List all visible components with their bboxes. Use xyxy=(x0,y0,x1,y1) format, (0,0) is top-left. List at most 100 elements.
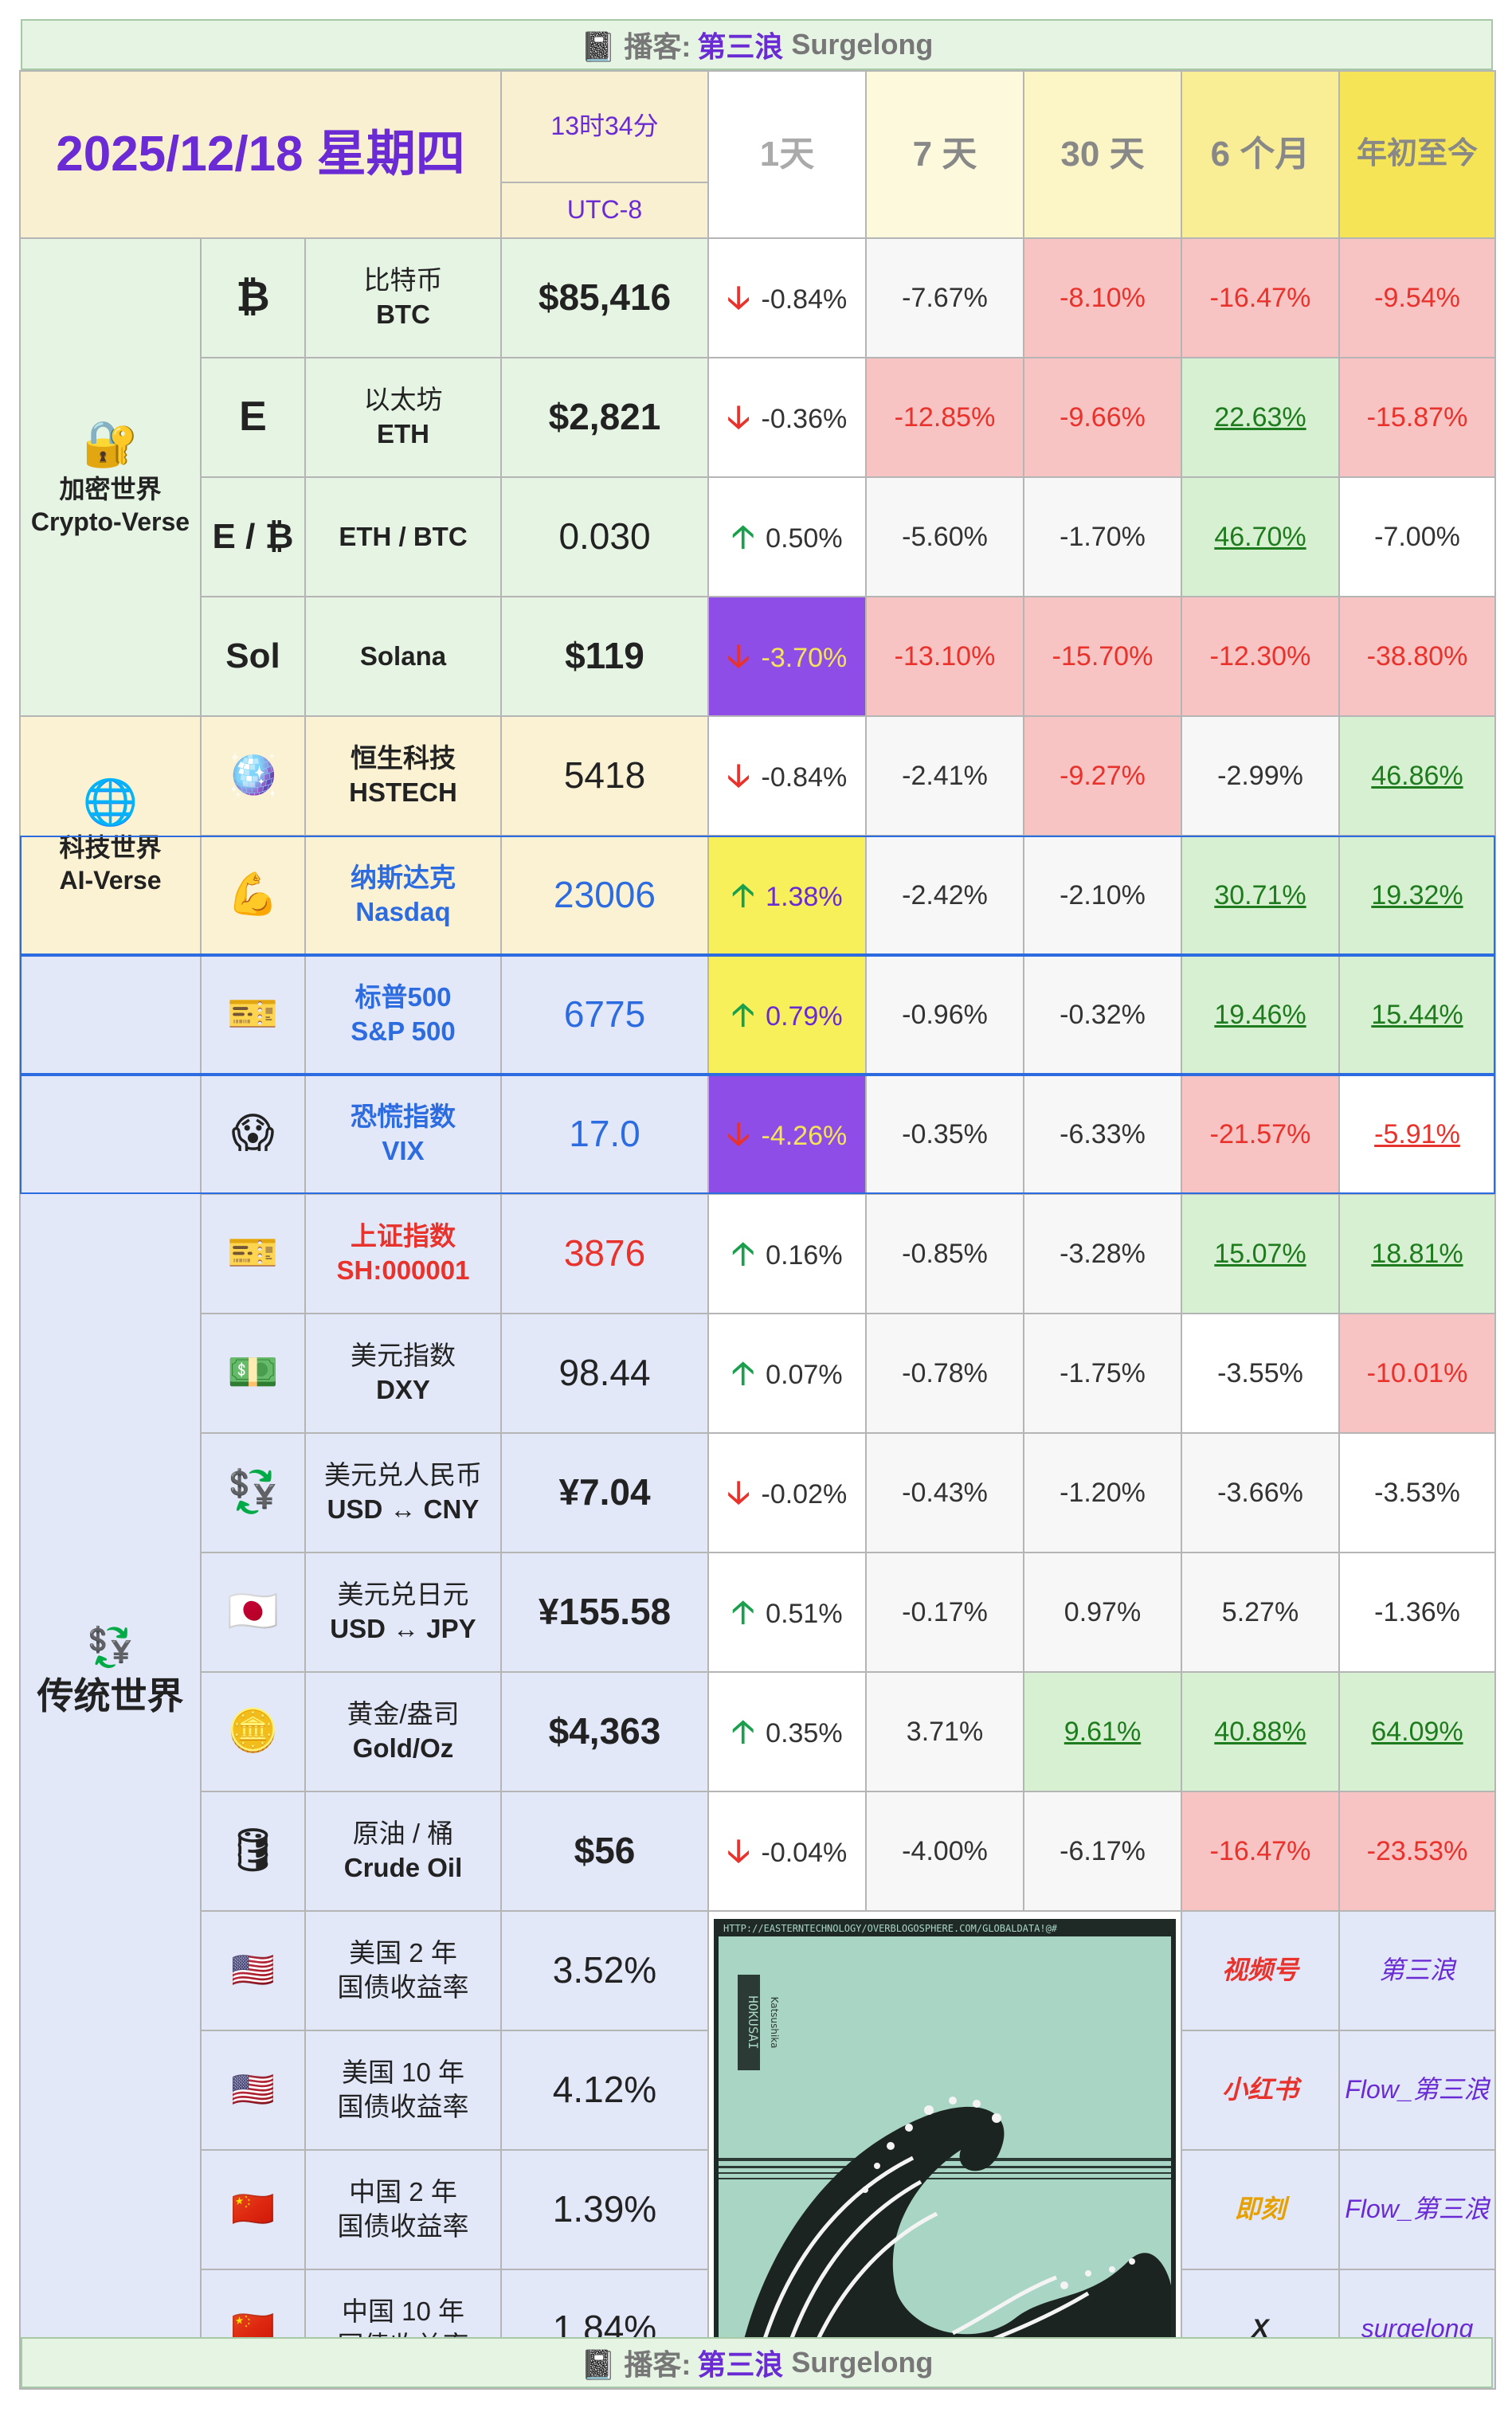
change-value: 18.81% xyxy=(1371,1238,1463,1269)
change-value: 0.07% xyxy=(766,1360,843,1390)
change-value: -0.84% xyxy=(761,762,848,793)
arrow-down-icon: 🡣 xyxy=(727,758,750,793)
header-row: 2025/12/18 星期四 13时34分 1天 7 天 30 天 6 个月 年… xyxy=(19,70,1496,239)
change-6m: 30.71% xyxy=(1181,835,1340,956)
change-30d: -15.70% xyxy=(1023,596,1182,717)
category-crypto-en: Crypto-Verse xyxy=(30,507,190,537)
table-row: 🛢 原油 / 桶 Crude Oil $56 🡣 -0.04% -4.00% -6.… xyxy=(20,1791,1496,1912)
change-6m: -16.47% xyxy=(1181,237,1340,358)
change-ytd: -10.01% xyxy=(1338,1313,1496,1434)
change-value: 0.50% xyxy=(766,523,843,554)
change-30d: -6.33% xyxy=(1023,1074,1182,1195)
change-value: 46.86% xyxy=(1371,760,1463,791)
change-1d: 🡡 0.07% xyxy=(707,1313,867,1434)
period-30d: 30 天 xyxy=(1023,70,1182,239)
table-row: 😱 恐慌指数 VIX 17.0 🡣 -4.26% -0.35% -6.33% -21… xyxy=(20,1074,1496,1195)
table-row: 💱 美元兑人民币 USD ↔ CNY ¥7.04 🡣 -0.02% -0.43% -… xyxy=(20,1432,1496,1553)
bond-name: 中国 2 年国债收益率 xyxy=(304,2149,502,2270)
table-row: 💱 传统世界 🎫 标普500 S&P 500 6775 🡡 0.79% -0.96%… xyxy=(19,954,1496,2390)
asset-name: 美元兑日元 USD ↔ JPY xyxy=(304,1552,502,1673)
asset-name-en: Gold/Oz xyxy=(352,1733,454,1763)
asset-price: $56 xyxy=(500,1791,709,1912)
social-handle-shipinhao[interactable]: 第三浪 xyxy=(1338,1910,1496,2031)
change-1d: 🡡 0.51% xyxy=(707,1552,867,1673)
change-7d: -13.10% xyxy=(865,596,1024,717)
social-handle-jike[interactable]: Flow_第三浪 xyxy=(1338,2149,1496,2270)
period-1d: 1天 xyxy=(707,70,867,239)
change-ytd: -23.53% xyxy=(1338,1791,1496,1912)
asset-name-en: SH:000001 xyxy=(336,1255,470,1285)
asset-name: 恒生科技 HSTECH xyxy=(304,715,502,836)
change-7d: -0.35% xyxy=(865,1074,1024,1195)
change-6m: -3.55% xyxy=(1181,1313,1340,1434)
change-7d: -12.85% xyxy=(865,357,1024,478)
broadcaster-name-cn: 第三浪 xyxy=(697,2348,784,2381)
asset-price: 17.0 xyxy=(500,1074,709,1195)
top-broadcaster-bar: 📓 播客: 第三浪 Surgelong xyxy=(21,19,1493,70)
gold-bar-icon: 🪙 xyxy=(200,1671,306,1792)
change-6m: 5.27% xyxy=(1181,1552,1340,1673)
asset-name-cn: 原油 / 桶 xyxy=(352,1819,454,1849)
change-30d: 9.61% xyxy=(1023,1671,1182,1792)
bond-name: 美国 2 年国债收益率 xyxy=(304,1910,502,2031)
flexed-arm-icon: 💪 xyxy=(200,835,306,956)
asset-price: $85,416 xyxy=(500,237,709,358)
change-6m: 22.63% xyxy=(1181,357,1340,478)
broadcaster-name-en: Surgelong xyxy=(791,2346,934,2379)
social-handle-xiaohongshu[interactable]: Flow_第三浪 xyxy=(1338,2030,1496,2151)
change-value: 15.07% xyxy=(1214,1238,1306,1269)
asset-price: 5418 xyxy=(500,715,709,836)
change-7d: -0.43% xyxy=(865,1432,1024,1553)
change-30d: -3.28% xyxy=(1023,1193,1182,1314)
change-1d: 🡡 0.79% xyxy=(707,954,867,1075)
table-row: 🪙 黄金/盎司 Gold/Oz $4,363 🡡 0.35% 3.71% 9.61%… xyxy=(20,1671,1496,1792)
change-ytd: 15.44% xyxy=(1338,954,1496,1075)
change-value: 9.61% xyxy=(1063,1716,1142,1747)
broadcaster-prefix: 📓 播客: xyxy=(580,2348,691,2381)
change-7d: -0.78% xyxy=(865,1313,1024,1434)
category-crypto-cn: 加密世界 xyxy=(59,474,162,503)
category-crypto: 🔐 加密世界 Crypto-Verse xyxy=(19,237,202,717)
asset-price: 3876 xyxy=(500,1193,709,1314)
bond-yield: 4.12% xyxy=(500,2030,709,2151)
change-value: -0.84% xyxy=(761,284,848,315)
change-ytd: 46.86% xyxy=(1338,715,1496,836)
change-1d: 🡣 -3.70% xyxy=(707,596,867,717)
change-6m: 15.07% xyxy=(1181,1193,1340,1314)
asset-name-en: Nasdaq xyxy=(355,897,451,926)
change-value: 64.09% xyxy=(1371,1716,1463,1747)
asset-name: 以太坊 ETH xyxy=(304,357,502,478)
asset-name-en: VIX xyxy=(382,1136,425,1165)
change-6m: -3.66% xyxy=(1181,1432,1340,1553)
currency-exchange-icon: 💱 xyxy=(86,1626,135,1669)
change-value: -4.26% xyxy=(761,1121,848,1151)
asset-name-en: USD ↔ CNY xyxy=(327,1494,480,1524)
broadcaster-name-cn: 第三浪 xyxy=(697,30,784,63)
bond-name-line2: 国债收益率 xyxy=(337,2092,469,2121)
asset-name-cn: 以太坊 xyxy=(363,385,443,415)
change-30d: 0.97% xyxy=(1023,1552,1182,1673)
social-platform-jike: 即刻 xyxy=(1181,2149,1340,2270)
bitcoin-icon: ₿ xyxy=(200,237,306,358)
bond-name-line1: 美国 2 年 xyxy=(349,1938,457,1968)
bond-name: 美国 10 年国债收益率 xyxy=(304,2030,502,2151)
change-1d: 🡣 -0.36% xyxy=(707,357,867,478)
arrow-up-icon: 🡡 xyxy=(731,1356,755,1391)
scream-face-icon: 😱 xyxy=(200,1074,306,1195)
change-7d: -4.00% xyxy=(865,1791,1024,1912)
change-ytd: -9.54% xyxy=(1338,237,1496,358)
asset-name-cn: 黄金/盎司 xyxy=(347,1699,460,1729)
period-6m: 6 个月 xyxy=(1181,70,1340,239)
asset-name-cn: 美元指数 xyxy=(351,1341,456,1371)
asset-price: 23006 xyxy=(500,835,709,956)
change-30d: -2.10% xyxy=(1023,835,1182,956)
arrow-down-icon: 🡣 xyxy=(727,1834,750,1869)
bond-name-line2: 国债收益率 xyxy=(337,1972,469,2002)
us-flag-icon: 🇺🇸 xyxy=(200,1910,306,2031)
asset-name-en: HSTECH xyxy=(349,777,457,807)
broadcaster-name-en: Surgelong xyxy=(791,28,934,61)
change-6m: 19.46% xyxy=(1181,954,1340,1075)
change-ytd: -5.91% xyxy=(1338,1074,1496,1195)
bond-yield: 3.52% xyxy=(500,1910,709,2031)
change-ytd: -1.36% xyxy=(1338,1552,1496,1673)
